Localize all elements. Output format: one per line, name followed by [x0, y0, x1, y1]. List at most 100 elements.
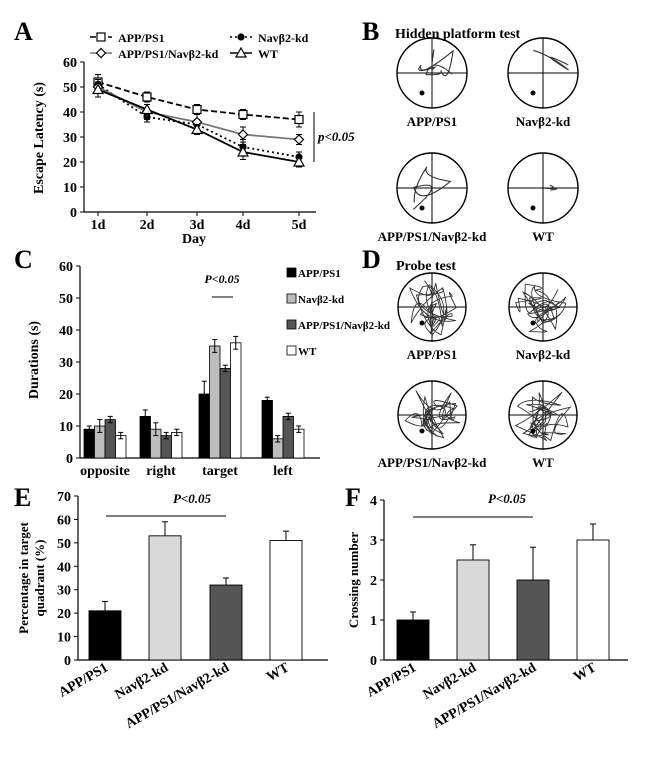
panel-e-y-tick-label: 20: [57, 607, 71, 622]
panel-d-letter: D: [362, 245, 381, 274]
panel-a-x-tick-label: 1d: [91, 218, 106, 233]
panel-e-bar: [269, 540, 303, 661]
panel-f-y-tick-label: 1: [370, 614, 377, 629]
panel-a-x-tick-label: 5d: [292, 218, 307, 233]
panel-a-xlabel: Day: [182, 232, 206, 247]
panel-e-y-tick-label: 30: [57, 584, 71, 599]
hidden-platform-maze: Navβ2-kd: [507, 37, 579, 129]
panel-a-legend-label: Navβ2-kd: [258, 31, 309, 45]
panel-a-y-tick-label: 0: [70, 206, 77, 221]
panel-d: D Probe test APP/PS1 Navβ2-kd APP/PS1/Navβ…: [362, 245, 578, 470]
panel-a: A Escape Latency (s) Day 0 10 20 30 40 50 60 1d…: [14, 17, 355, 247]
hidden-platform-maze: APP/PS1/Navβ2-kd: [378, 152, 487, 244]
panel-c-legend-label: APP/PS1/Navβ2-kd: [298, 320, 390, 332]
panel-c-legend-label: Navβ2-kd: [298, 294, 344, 306]
panel-a-x-tick-label: 4d: [236, 218, 251, 233]
maze-label-b4: WT: [532, 229, 554, 244]
panel-a-marker-square: [142, 92, 152, 102]
panel-c-y-tick-label: 10: [59, 420, 73, 435]
panel-a-marker-diamond: [95, 47, 107, 59]
maze-label-d2: Navβ2-kd: [516, 347, 571, 362]
panel-c-y-tick-label: 60: [59, 260, 73, 275]
maze-label-d1: APP/PS1: [407, 347, 458, 362]
probe-test-maze: APP/PS1/Navβ2-kd: [378, 380, 487, 470]
panel-a-legend-label: APP/PS1: [118, 31, 165, 45]
panel-a-x-tick-label: 2d: [140, 218, 155, 233]
panel-c-x-tick-label: right: [146, 464, 176, 479]
panel-f-y-tick-label: 0: [370, 654, 377, 669]
maze-platform-dot: [419, 428, 425, 434]
panel-a-marker-triangle: [236, 145, 250, 157]
panel-c-x-tick-label: target: [202, 464, 238, 479]
maze-platform-dot: [419, 320, 425, 326]
panel-e-sig: P<0.05: [173, 491, 212, 506]
hidden-platform-maze: WT: [507, 152, 579, 244]
panel-c-y-tick-label: 0: [66, 452, 73, 467]
panel-c-bar: [104, 419, 116, 459]
maze-swim-path-d4: [514, 391, 572, 442]
panel-a-legend: APP/PS1 Navβ2-kd APP/PS1/Navβ2-kd WT: [90, 31, 309, 61]
panel-a-y-tick-label: 20: [63, 156, 77, 171]
panel-a-ylabel: Escape Latency (s): [32, 82, 47, 194]
panel-e-x-tick-label: APP/PS1/Navβ2-kd: [123, 660, 232, 732]
panel-a-legend-label: APP/PS1/Navβ2-kd: [118, 47, 219, 61]
panel-a-marker-circle: [237, 33, 245, 41]
maze-label-b1: APP/PS1: [407, 114, 458, 129]
maze-label-b2: Navβ2-kd: [516, 114, 571, 129]
maze-swim-path-b4: [545, 184, 558, 191]
panel-e-bar: [209, 584, 243, 661]
panel-a-marker-triangle: [140, 103, 154, 115]
panel-c-bar: [171, 431, 183, 459]
panel-c-y-tick-label: 50: [59, 292, 73, 307]
panel-f-ylabel: Crossing number: [346, 532, 361, 628]
panel-e-bar: [88, 610, 122, 661]
panel-e-y-tick-label: 40: [57, 560, 71, 575]
panel-a-marker-triangle: [234, 46, 248, 58]
panel-f-bar: [516, 579, 550, 661]
panel-c-bar: [83, 428, 95, 459]
panel-c-legend-label: APP/PS1: [298, 268, 341, 280]
maze-swim-path-b2: [533, 49, 569, 71]
maze-swim-path-b3: [412, 166, 452, 210]
maze-platform-dot: [530, 428, 536, 434]
panel-c-legend-swatch: [286, 319, 297, 330]
probe-test-maze: WT: [508, 380, 578, 470]
panel-c-legend-swatch: [286, 267, 297, 278]
panel-c-bar: [293, 428, 305, 459]
panel-e-y-tick-label: 50: [57, 537, 71, 552]
panel-e: E Percentage in target quadrant (%) 0 10 2…: [14, 483, 328, 732]
panel-a-marker-square: [238, 109, 248, 120]
panel-b: B Hidden platform test APP/PS1 Navβ2-kd AP…: [362, 17, 579, 244]
panel-a-legend-label: WT: [258, 47, 278, 61]
maze-platform-dot: [419, 205, 425, 211]
panel-b-letter: B: [362, 17, 379, 46]
panel-f-bar: [396, 619, 430, 661]
maze-platform-dot: [530, 205, 536, 211]
panel-c-ylabel: Durations (s): [27, 321, 42, 400]
panel-c-x-tick-label: left: [273, 464, 293, 479]
panel-a-marker-triangle: [292, 155, 306, 167]
panel-c-legend-swatch: [286, 293, 297, 304]
panel-c-y-tick-label: 40: [59, 324, 73, 339]
panel-a-y-tick-label: 60: [63, 56, 77, 71]
panel-a-sig: p<0.05: [317, 129, 355, 144]
panel-c-bar: [261, 399, 273, 459]
probe-test-maze: APP/PS1: [397, 272, 467, 362]
panel-c-y-tick-label: 20: [59, 388, 73, 403]
panel-e-y-tick-label: 0: [64, 654, 71, 669]
panel-e-ylabel-2: quadrant (%): [32, 540, 47, 617]
panel-b-title: Hidden platform test: [395, 27, 521, 42]
panel-a-marker-square: [96, 32, 106, 42]
panel-c-x-tick-label: opposite: [80, 464, 130, 479]
probe-test-maze: Navβ2-kd: [508, 272, 578, 362]
panel-a-y-tick-label: 10: [63, 181, 77, 196]
panel-f-bar: [456, 559, 490, 661]
maze-label-d3: APP/PS1/Navβ2-kd: [378, 455, 487, 470]
panel-c-bar: [230, 342, 242, 459]
panel-c-bar: [219, 367, 231, 459]
panel-e-letter: E: [14, 483, 31, 512]
panel-d-title: Probe test: [396, 259, 456, 274]
panel-f-letter: F: [345, 483, 361, 512]
panel-f-bar: [576, 539, 610, 661]
panel-e-y-tick-label: 60: [57, 513, 71, 528]
